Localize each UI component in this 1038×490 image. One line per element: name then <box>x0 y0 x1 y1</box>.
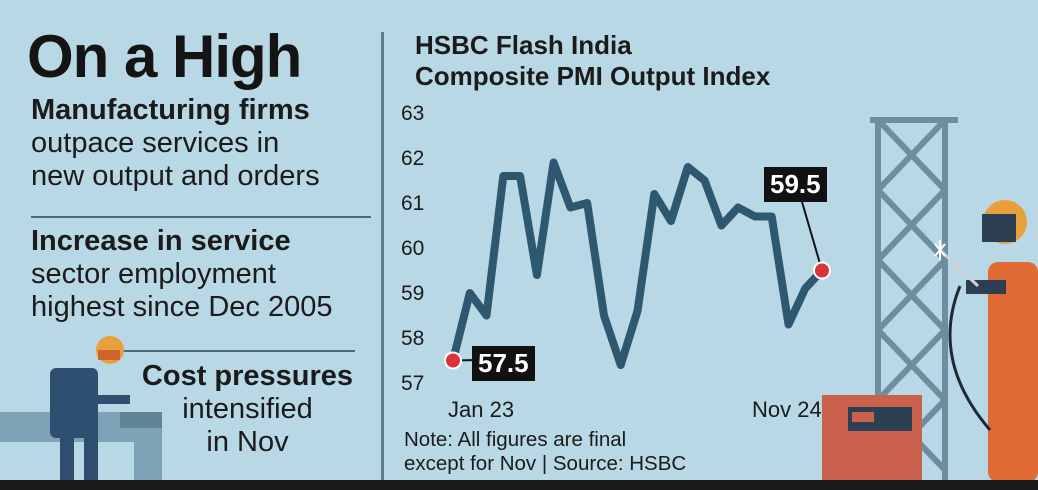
point-manufacturing: Manufacturing firms outpace services in … <box>31 94 320 193</box>
note-line: except for Nov | Source: HSBC <box>404 452 687 475</box>
divider <box>120 350 355 352</box>
headline: On a High <box>27 23 302 90</box>
y-tick-label: 60 <box>401 237 424 260</box>
end-value-callout: 59.5 <box>764 167 827 202</box>
point-line: highest since Dec 2005 <box>31 291 333 323</box>
y-tick-label: 59 <box>401 282 424 305</box>
left-panel: On a High Manufacturing firms outpace se… <box>0 0 375 490</box>
point-line: sector employment <box>31 258 276 290</box>
start-value-callout: 57.5 <box>472 346 535 381</box>
source-note: Note: All figures are final except for N… <box>404 428 686 476</box>
highlight-point <box>813 261 831 280</box>
vertical-divider <box>381 32 384 482</box>
y-tick-label: 63 <box>401 102 424 125</box>
highlight-point <box>444 351 462 370</box>
y-tick-label: 61 <box>401 192 424 215</box>
x-tick-label-start: Jan 23 <box>448 397 515 422</box>
callout-leader <box>799 194 823 271</box>
y-tick-label: 57 <box>401 372 424 395</box>
point-bold: Cost pressures <box>141 360 354 392</box>
y-tick-label: 62 <box>401 147 424 170</box>
point-cost: Cost pressures intensified in Nov <box>140 360 355 459</box>
chart-title-line: HSBC Flash India <box>415 30 632 60</box>
bottom-band <box>0 480 1038 490</box>
point-bold: Manufacturing firms <box>31 94 310 126</box>
point-line: outpace services in <box>31 127 280 159</box>
note-line: Note: All figures are final <box>404 428 627 451</box>
x-tick-label-end: Nov 24 <box>752 397 822 422</box>
chart-title: HSBC Flash India Composite PMI Output In… <box>415 30 770 92</box>
point-line: new output and orders <box>31 160 320 192</box>
series-line <box>449 158 826 369</box>
point-bold: Increase in service <box>31 225 291 257</box>
point-line: in Nov <box>206 426 289 458</box>
pipe-worker-illustration <box>0 336 162 486</box>
point-line: intensified <box>182 393 313 425</box>
divider <box>31 216 371 218</box>
chart-title-line: Composite PMI Output Index <box>415 61 771 91</box>
y-tick-label: 58 <box>401 327 424 350</box>
point-employment: Increase in service sector employment hi… <box>31 225 332 324</box>
